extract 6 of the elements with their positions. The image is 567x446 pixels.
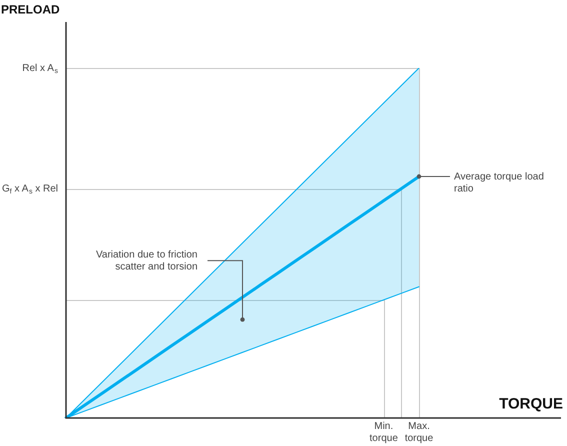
x-axis-title: TORQUE — [499, 396, 563, 413]
x-tick-label: Min. torque — [370, 420, 398, 444]
annotation: Average torque load ratio — [454, 171, 544, 194]
x-tick-label: Max. torque — [404, 420, 434, 444]
y-axis-title: PRELOAD — [1, 2, 60, 16]
annotation: Variation due to friction scatter and torsion — [96, 249, 198, 272]
